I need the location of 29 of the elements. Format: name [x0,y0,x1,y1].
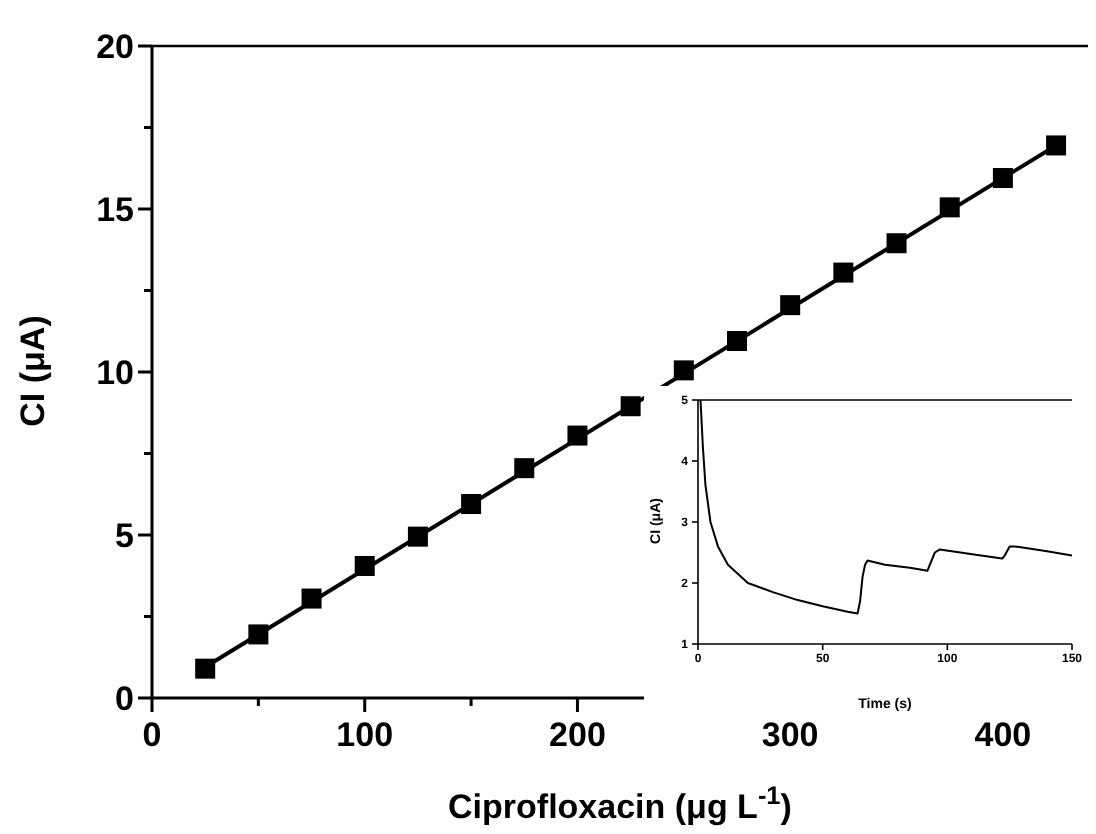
x-tick-label: 100 [336,716,394,754]
point [673,360,694,381]
y-tick-label: 0 [115,679,134,718]
point [354,555,375,576]
y-tick-label: 5 [115,516,134,555]
point [514,458,535,479]
point [833,262,854,283]
x-tick-label: 300 [761,716,819,754]
x-tick-label: 0 [142,716,162,754]
y-tick-label: 20 [96,27,134,66]
y-tick-label: 15 [96,190,134,229]
point [461,494,482,515]
point [407,526,428,547]
point [992,168,1013,189]
point [780,295,801,316]
point [1046,135,1067,156]
x-tick-label: 200 [549,716,606,754]
point [567,425,588,446]
point [886,233,907,254]
x-axis-title: Ciprofloxacin (μg L$^{-1}$) [448,779,792,826]
y-axis-title: CI (μA) [14,315,52,427]
point [620,396,641,417]
point [195,658,216,679]
y-tick-label: 10 [96,353,134,392]
point [301,588,322,609]
point [727,331,747,352]
point [939,197,960,218]
x-tick-label: 400 [974,716,1032,754]
point [248,624,269,645]
